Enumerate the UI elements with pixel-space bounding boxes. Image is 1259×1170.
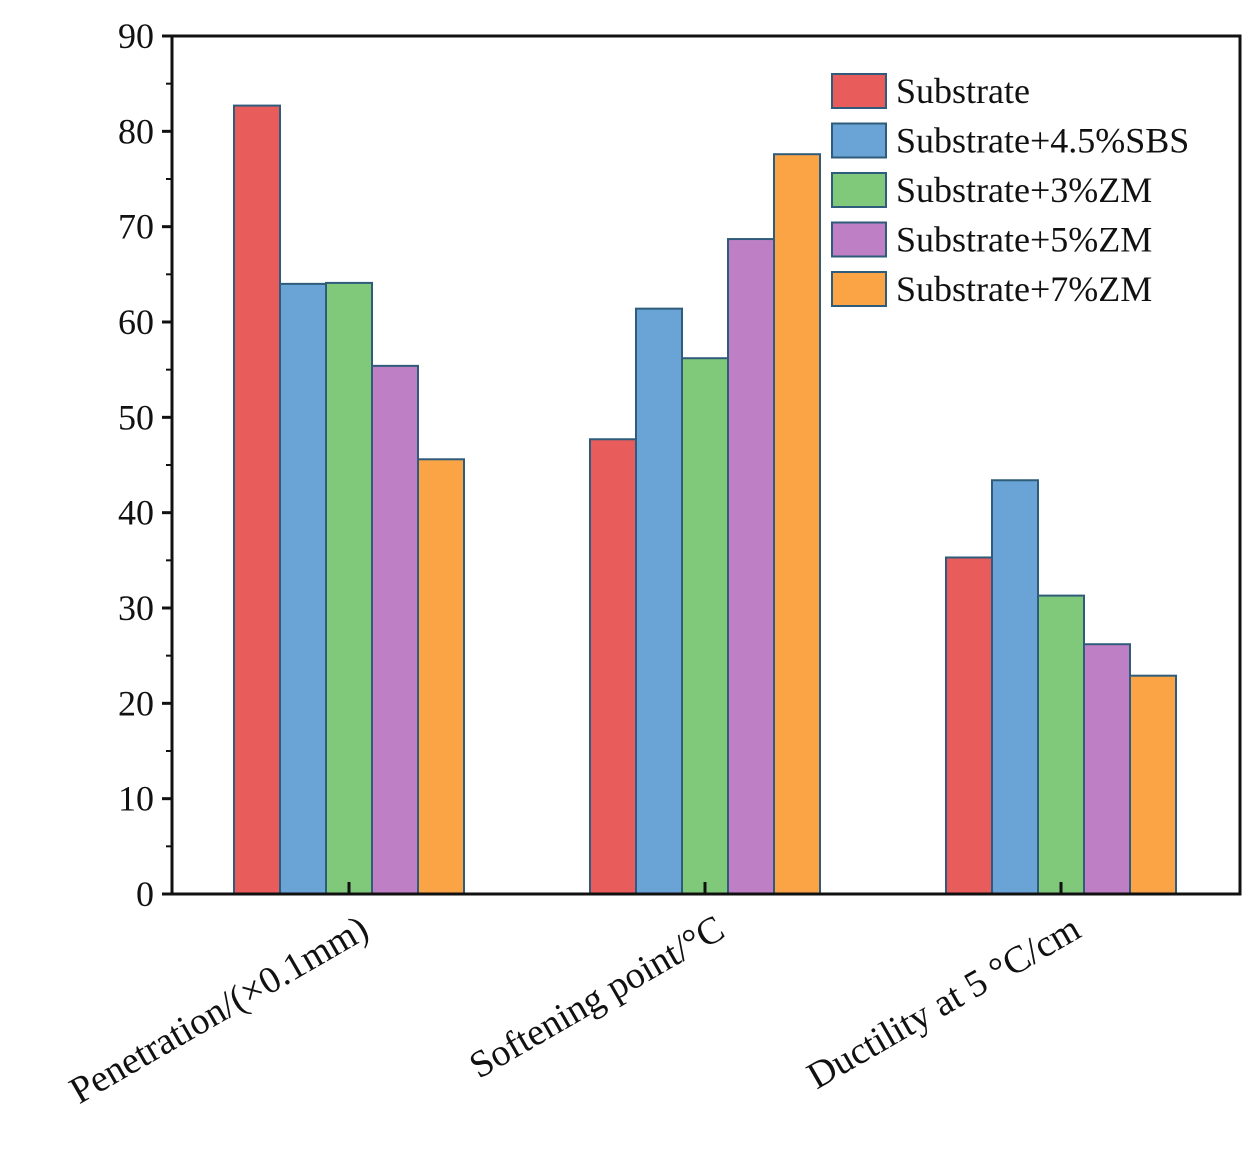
- legend-swatch-3: [831, 172, 887, 208]
- legend-label-2: Substrate+4.5%SBS: [896, 121, 1189, 161]
- category-label-2: Softening point/°C: [462, 907, 731, 1087]
- bar-1-series-1: [233, 104, 281, 896]
- bar-2-series-2: [635, 307, 683, 895]
- bar-1-series-2: [279, 282, 327, 896]
- bars-layer: [233, 104, 1177, 896]
- y-tick-label: 0: [136, 874, 154, 914]
- legend-swatch-5: [831, 271, 887, 307]
- y-tick-label: 90: [118, 16, 154, 56]
- bar-1-series-5: [417, 458, 465, 895]
- bar-2-series-5: [773, 153, 821, 896]
- y-tick-label: 10: [118, 779, 154, 819]
- category-label-1: Penetration/(×0.1mm): [63, 907, 376, 1112]
- y-tick-label: 70: [118, 207, 154, 247]
- category-label-3: Ductility at 5 °C/cm: [800, 907, 1087, 1097]
- bar-2-series-3: [681, 357, 729, 895]
- bar-3-series-4: [1083, 643, 1131, 896]
- legend-swatch-2: [831, 122, 887, 159]
- bar-1-series-3: [325, 281, 373, 895]
- y-tick-label: 40: [118, 493, 154, 533]
- bar-2-series-1: [589, 438, 637, 895]
- y-tick-label: 60: [118, 302, 154, 342]
- y-axis: 0 10 20 30 40 50 60 70 80 90: [118, 16, 172, 914]
- y-tick-label: 80: [118, 111, 154, 151]
- bar-2-series-4: [727, 238, 775, 895]
- y-tick-label: 20: [118, 683, 154, 723]
- legend: Substrate Substrate+4.5%SBS Substrate+3%ZM…: [831, 71, 1189, 309]
- legend-swatch-4: [831, 221, 887, 258]
- legend-label-5: Substrate+7%ZM: [896, 269, 1152, 309]
- legend-label-4: Substrate+5%ZM: [896, 220, 1152, 260]
- y-tick-label: 30: [118, 588, 154, 628]
- legend-swatch-1: [831, 73, 887, 109]
- y-tick-label: 50: [118, 397, 154, 437]
- x-axis: Penetration/(×0.1mm) Softening point/°C Du…: [63, 882, 1088, 1112]
- legend-label-1: Substrate: [896, 71, 1030, 111]
- bar-3-series-1: [945, 556, 993, 895]
- legend-label-3: Substrate+3%ZM: [896, 170, 1152, 210]
- bar-3-series-2: [991, 479, 1039, 895]
- bar-3-series-3: [1037, 594, 1085, 896]
- bar-3-series-5: [1129, 674, 1177, 895]
- bar-1-series-4: [371, 364, 419, 895]
